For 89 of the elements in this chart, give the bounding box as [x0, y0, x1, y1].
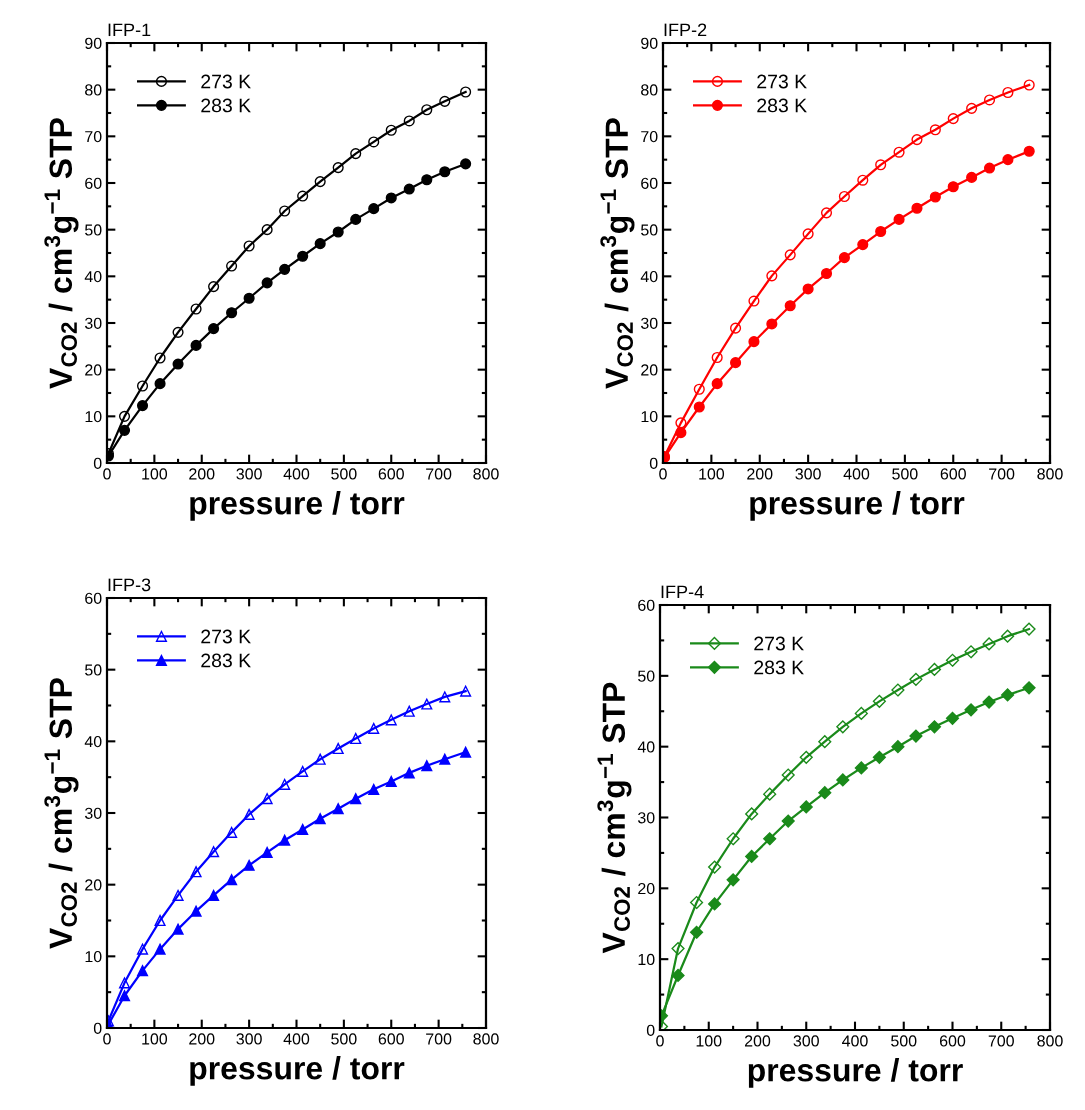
x-tick-label: 700	[426, 468, 452, 480]
x-axis-title: pressure / torr	[190, 1056, 405, 1086]
y-tick-label: 0	[649, 457, 658, 469]
y-tick-label: 60	[85, 177, 102, 189]
y-tick-label: 70	[641, 130, 658, 143]
y-axis-title: V$_{CO2}$ / cm$^{3}$g$^{−1}$ STP	[44, 118, 79, 389]
x-tick-label: 400	[283, 468, 310, 480]
y-tick-label: 50	[638, 670, 655, 682]
y-tick-label: 10	[641, 410, 658, 423]
x-tick-label: 400	[283, 1033, 310, 1045]
x-tick-label: 500	[331, 1033, 357, 1045]
y-tick-label: 80	[641, 84, 658, 96]
x-tick-label: 200	[747, 468, 773, 480]
x-tick-label: 100	[142, 1033, 168, 1045]
x-tick-label: 800	[473, 1033, 499, 1045]
x-tick-label: 500	[891, 1035, 917, 1047]
x-axis-title: pressure / torr	[190, 491, 405, 521]
x-tick-label: 0	[103, 468, 111, 480]
y-tick-label: 40	[84, 735, 102, 748]
legend-label: 283 K	[754, 660, 804, 675]
y-tick-label: 90	[85, 37, 102, 49]
legend-label: 273 K	[201, 74, 251, 89]
y-tick-label: 40	[637, 741, 655, 753]
x-tick-label: 800	[1037, 1035, 1063, 1047]
x-tick-label: 700	[989, 468, 1015, 480]
y-tick-label: 50	[85, 224, 102, 236]
y-tick-label: 90	[641, 37, 658, 49]
y-tick-label: 10	[638, 953, 655, 966]
y-tick-label: 10	[85, 410, 102, 423]
chart-title: IFP-1	[108, 23, 151, 37]
legend-label: 273 K	[757, 74, 807, 89]
y-tick-label: 20	[638, 882, 655, 895]
y-tick-label: 0	[646, 1024, 655, 1036]
legend-label: 273 K	[201, 629, 251, 644]
chart-title: IFP-4	[661, 585, 704, 599]
x-tick-label: 600	[940, 468, 966, 480]
x-tick-label: 300	[793, 1035, 819, 1047]
y-tick-label: 50	[85, 664, 102, 676]
x-tick-label: 600	[378, 468, 404, 480]
x-tick-label: 300	[236, 468, 262, 480]
y-tick-label: 70	[85, 130, 102, 143]
x-tick-label: 100	[142, 468, 168, 480]
x-tick-label: 800	[1037, 468, 1063, 480]
x-tick-label: 800	[473, 468, 499, 480]
y-tick-label: 30	[637, 812, 655, 824]
x-tick-label: 200	[189, 1033, 215, 1045]
chart-title: IFP-3	[108, 578, 151, 592]
y-tick-label: 50	[641, 224, 658, 236]
x-axis-title: pressure / torr	[750, 491, 965, 521]
x-tick-label: 700	[426, 1033, 452, 1045]
x-tick-label: 300	[236, 1033, 262, 1045]
x-tick-label: 400	[842, 1035, 868, 1047]
y-tick-label: 10	[85, 950, 102, 963]
y-tick-label: 40	[84, 270, 102, 283]
x-tick-label: 0	[103, 1033, 111, 1045]
x-tick-label: 200	[744, 1035, 771, 1047]
x-tick-label: 600	[378, 1033, 404, 1045]
y-tick-label: 20	[85, 364, 102, 376]
y-tick-label: 40	[640, 270, 658, 283]
x-tick-label: 500	[331, 468, 357, 480]
y-axis-title: V$_{CO2}$ / cm$^{3}$g$^{−1}$ STP	[597, 682, 632, 954]
x-tick-label: 0	[659, 468, 667, 480]
y-tick-label: 0	[93, 1022, 102, 1034]
chart-title: IFP-2	[664, 23, 707, 37]
y-tick-label: 20	[85, 879, 102, 891]
y-axis-title: V$_{CO2}$ / cm$^{3}$g$^{−1}$ STP	[600, 118, 635, 389]
y-tick-label: 30	[84, 807, 102, 819]
legend-label: 283 K	[201, 98, 251, 113]
x-tick-label: 500	[892, 468, 918, 480]
legend-label: 273 K	[754, 636, 804, 651]
x-tick-label: 700	[988, 1035, 1014, 1047]
legend-label: 283 K	[757, 98, 807, 113]
x-tick-label: 100	[699, 468, 725, 480]
y-tick-label: 0	[93, 457, 102, 469]
y-tick-label: 20	[641, 364, 658, 376]
y-tick-label: 60	[641, 177, 658, 189]
y-axis-title: V$_{CO2}$ / cm$^{3}$g$^{−1}$ STP	[44, 678, 79, 949]
x-tick-label: 400	[843, 468, 870, 480]
x-tick-label: 200	[189, 468, 215, 480]
y-tick-label: 80	[85, 84, 102, 96]
x-tick-label: 100	[696, 1035, 722, 1047]
x-tick-label: 600	[939, 1035, 966, 1047]
x-tick-label: 300	[795, 468, 821, 480]
y-tick-label: 30	[640, 317, 658, 329]
y-tick-label: 60	[638, 599, 655, 611]
y-tick-label: 60	[85, 592, 102, 604]
x-axis-title: pressure / torr	[748, 1058, 963, 1088]
legend-label: 283 K	[201, 653, 251, 668]
y-tick-label: 30	[84, 317, 102, 329]
